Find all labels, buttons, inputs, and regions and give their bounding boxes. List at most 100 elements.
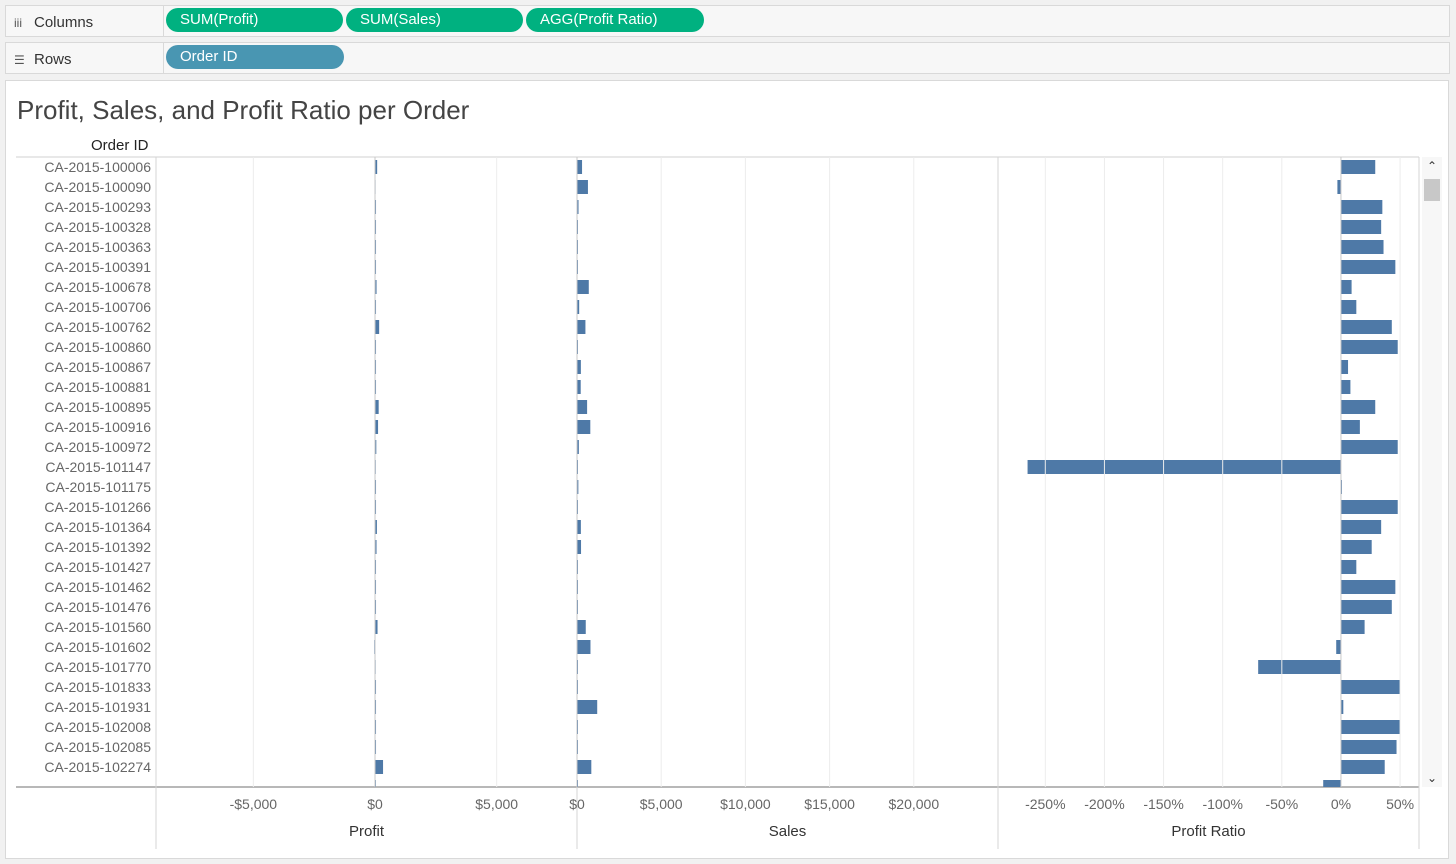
row-label[interactable]: CA-2015-100090 xyxy=(44,179,151,195)
row-label[interactable]: CA-2015-102274 xyxy=(44,759,151,775)
bar-profit-ratio[interactable] xyxy=(1340,320,1392,334)
bar-sales[interactable] xyxy=(577,180,588,194)
row-label[interactable]: CA-2015-101476 xyxy=(44,599,151,615)
bar-profit[interactable] xyxy=(375,440,377,454)
scrollbar-thumb[interactable] xyxy=(1424,179,1440,201)
bar-profit-ratio[interactable] xyxy=(1340,580,1396,594)
axis-title-sales[interactable]: Sales xyxy=(768,823,807,840)
bar-profit-ratio[interactable] xyxy=(1340,500,1398,514)
bar-profit-ratio[interactable] xyxy=(1340,540,1372,554)
row-label[interactable]: CA-2015-100678 xyxy=(44,279,151,295)
bar-profit-ratio[interactable] xyxy=(1258,660,1341,674)
bar-sales[interactable] xyxy=(577,300,580,314)
scroll-up-icon[interactable]: ⌃ xyxy=(1426,159,1438,173)
bar-profit[interactable] xyxy=(375,620,378,634)
row-label[interactable]: CA-2015-101560 xyxy=(44,619,151,635)
row-label[interactable]: CA-2015-100895 xyxy=(44,399,151,415)
row-label[interactable]: CA-2015-100363 xyxy=(44,239,151,255)
bar-profit-ratio[interactable] xyxy=(1340,260,1396,274)
row-label[interactable]: CA-2015-102085 xyxy=(44,739,151,755)
scroll-down-icon[interactable]: ⌄ xyxy=(1426,771,1438,785)
bar-profit-ratio[interactable] xyxy=(1340,380,1351,394)
bar-profit-ratio[interactable] xyxy=(1340,680,1401,694)
columns-shelf[interactable]: iii Columns SUM(Profit) SUM(Sales) AGG(Pr… xyxy=(5,5,1450,37)
row-label[interactable]: CA-2015-100972 xyxy=(44,439,151,455)
row-label[interactable]: CA-2015-102008 xyxy=(44,719,151,735)
bar-profit-ratio[interactable] xyxy=(1340,240,1384,254)
bar-profit-ratio[interactable] xyxy=(1340,360,1349,374)
axis-title-profit-ratio[interactable]: Profit Ratio xyxy=(1171,823,1246,840)
bar-sales[interactable] xyxy=(577,360,581,374)
bar-profit-ratio[interactable] xyxy=(1323,780,1341,794)
bar-profit-ratio[interactable] xyxy=(1340,300,1357,314)
bar-sales[interactable] xyxy=(577,400,588,414)
bar-sales[interactable] xyxy=(577,480,579,494)
vertical-scrollbar[interactable]: ⌃ ⌄ xyxy=(1422,157,1442,787)
bar-sales[interactable] xyxy=(577,320,586,334)
bar-profit-ratio[interactable] xyxy=(1336,640,1341,654)
bar-sales[interactable] xyxy=(577,280,589,294)
bar-profit-ratio[interactable] xyxy=(1340,280,1352,294)
bar-sales[interactable] xyxy=(577,200,579,214)
row-label[interactable]: CA-2015-101147 xyxy=(45,459,151,475)
bar-sales[interactable] xyxy=(577,520,581,534)
bar-profit-ratio[interactable] xyxy=(1027,460,1341,474)
bar-sales[interactable] xyxy=(577,420,591,434)
row-label[interactable]: CA-2015-101266 xyxy=(44,499,151,515)
row-label[interactable]: CA-2015-100881 xyxy=(44,379,151,395)
bar-sales[interactable] xyxy=(577,540,582,554)
bar-profit-ratio[interactable] xyxy=(1337,180,1341,194)
bar-sales[interactable] xyxy=(577,760,592,774)
bar-sales[interactable] xyxy=(577,640,591,654)
row-label[interactable]: CA-2015-101833 xyxy=(44,679,151,695)
bar-profit[interactable] xyxy=(375,520,377,534)
rows-shelf[interactable]: ☰ Rows Order ID xyxy=(5,42,1450,74)
row-label[interactable]: CA-2015-101770 xyxy=(44,659,151,675)
row-label[interactable]: CA-2015-100006 xyxy=(44,159,151,175)
bar-profit-ratio[interactable] xyxy=(1340,160,1376,174)
bar-sales[interactable] xyxy=(577,160,583,174)
bar-profit-ratio[interactable] xyxy=(1340,560,1357,574)
bar-profit[interactable] xyxy=(375,540,377,554)
bar-profit-ratio[interactable] xyxy=(1340,740,1397,754)
bar-profit[interactable] xyxy=(375,420,379,434)
bar-profit[interactable] xyxy=(375,280,377,294)
bar-profit-ratio[interactable] xyxy=(1340,400,1376,414)
bar-profit-ratio[interactable] xyxy=(1340,720,1401,734)
row-label[interactable]: CA-2015-101427 xyxy=(44,559,151,575)
row-label[interactable]: CA-2015-100706 xyxy=(44,299,151,315)
bar-profit[interactable] xyxy=(375,760,384,774)
bar-profit-ratio[interactable] xyxy=(1340,600,1392,614)
bar-profit[interactable] xyxy=(375,160,378,174)
bar-profit-ratio[interactable] xyxy=(1340,520,1382,534)
row-label[interactable]: CA-2015-100867 xyxy=(44,359,151,375)
pill-sum-sales[interactable]: SUM(Sales) xyxy=(346,8,523,32)
row-label[interactable]: CA-2015-101392 xyxy=(44,539,151,555)
pill-agg-profit-ratio[interactable]: AGG(Profit Ratio) xyxy=(526,8,704,32)
row-label[interactable]: CA-2015-101175 xyxy=(45,479,151,495)
bar-profit[interactable] xyxy=(375,320,380,334)
row-header-order-id[interactable]: Order ID xyxy=(91,137,149,154)
row-label[interactable]: CA-2015-100391 xyxy=(44,259,151,275)
bar-profit-ratio[interactable] xyxy=(1340,420,1360,434)
bar-profit-ratio[interactable] xyxy=(1340,440,1398,454)
bar-profit-ratio[interactable] xyxy=(1340,620,1365,634)
bar-profit-ratio[interactable] xyxy=(1340,760,1385,774)
row-label[interactable]: CA-2015-101931 xyxy=(44,699,151,715)
row-label[interactable]: CA-2015-101462 xyxy=(44,579,151,595)
bar-sales[interactable] xyxy=(577,620,586,634)
row-label[interactable]: CA-2015-100328 xyxy=(44,219,151,235)
bar-sales[interactable] xyxy=(577,700,598,714)
bar-profit-ratio[interactable] xyxy=(1340,700,1344,714)
row-label[interactable]: CA-2015-100860 xyxy=(44,339,151,355)
bar-sales[interactable] xyxy=(577,440,579,454)
row-label[interactable]: CA-2015-101602 xyxy=(44,639,151,655)
row-label[interactable]: CA-2015-100762 xyxy=(44,319,151,335)
row-label[interactable]: CA-2015-100916 xyxy=(44,419,151,435)
row-label[interactable]: CA-2015-101364 xyxy=(44,519,151,535)
bar-profit[interactable] xyxy=(375,400,379,414)
axis-title-profit[interactable]: Profit xyxy=(348,823,385,840)
bar-profit-ratio[interactable] xyxy=(1340,220,1382,234)
pill-sum-profit[interactable]: SUM(Profit) xyxy=(166,8,343,32)
bar-profit-ratio[interactable] xyxy=(1340,340,1398,354)
